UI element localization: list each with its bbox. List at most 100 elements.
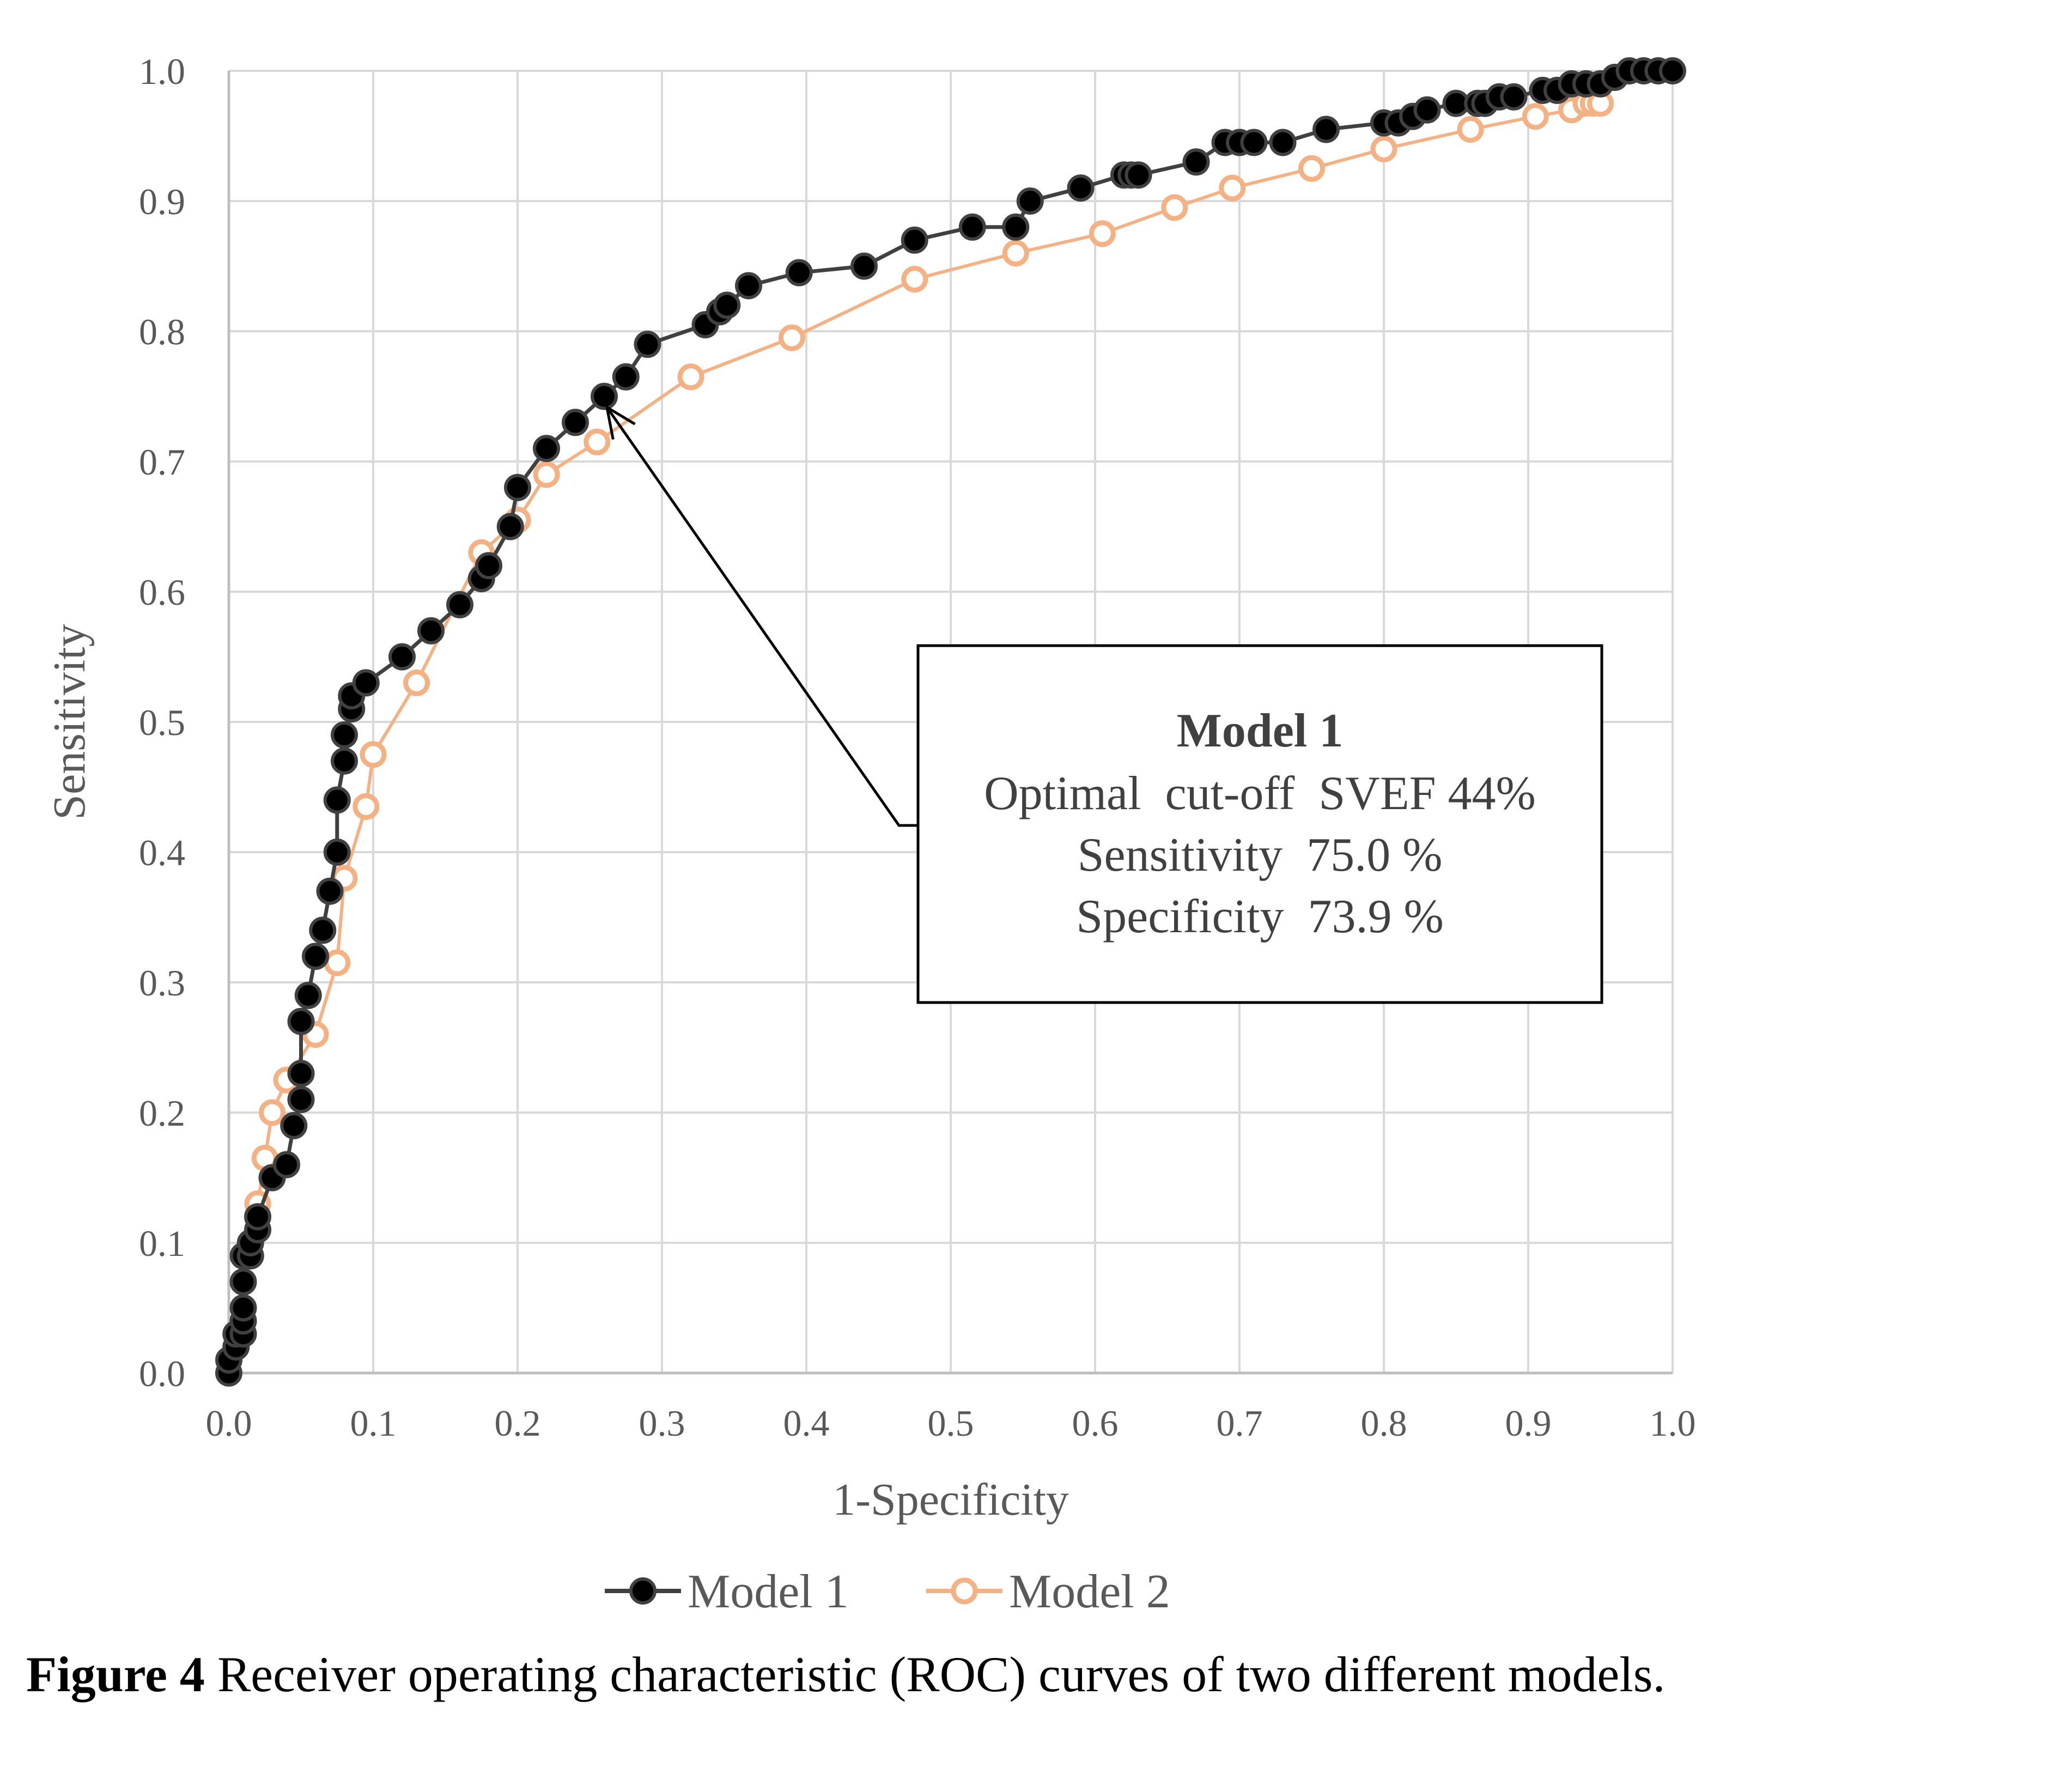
point-model-1 — [323, 839, 351, 866]
point-model-1 — [504, 473, 531, 501]
y-tick-labels: 0.0 0.1 0.2 0.3 0.4 0.5 0.6 0.7 0.8 0.9 1.0 — [139, 51, 185, 1394]
x-tick-label: 0.6 — [1072, 1402, 1119, 1444]
point-model-1 — [1240, 129, 1268, 156]
point-model-1 — [244, 1203, 271, 1231]
x-tick-label: 0.0 — [206, 1402, 252, 1444]
point-model-2 — [901, 265, 928, 293]
series-layer — [215, 57, 1686, 1387]
figure-caption-label: Figure 4 — [26, 1647, 205, 1702]
point-model-2 — [677, 363, 704, 391]
x-tick-label: 0.7 — [1217, 1402, 1263, 1444]
x-tick-label: 0.4 — [783, 1402, 830, 1444]
annotation-line-sensitivity: Sensitivity 75.0 % — [1078, 829, 1443, 882]
point-model-1 — [591, 382, 618, 410]
figure-caption-text: Receiver operating characteristic (ROC) … — [204, 1647, 1666, 1702]
point-model-2 — [353, 793, 380, 820]
point-model-1 — [1269, 129, 1297, 156]
legend-item-model-1: Model 1 — [605, 1565, 849, 1618]
annotation-line-cutoff: Optimal cut-off SVEF 44% — [984, 767, 1536, 820]
point-model-1 — [785, 259, 813, 287]
annotation-box — [916, 644, 1603, 1004]
point-model-2 — [1370, 135, 1397, 162]
point-model-1 — [294, 981, 322, 1009]
point-model-2 — [1522, 103, 1549, 130]
x-tick-label: 0.8 — [1361, 1402, 1407, 1444]
point-model-2 — [324, 949, 351, 976]
point-model-1 — [1413, 96, 1441, 124]
legend-item-model-2: Model 2 — [926, 1565, 1170, 1618]
point-model-2 — [1298, 155, 1325, 182]
x-tick-label: 0.5 — [928, 1402, 974, 1444]
point-model-2 — [1457, 116, 1484, 143]
figure-caption: Figure 4 Receiver operating characterist… — [26, 1645, 1666, 1703]
point-model-1 — [1659, 57, 1686, 84]
y-axis-title: Sensitivity — [44, 624, 95, 819]
legend-marker-model-2 — [951, 1577, 978, 1605]
legend-marker-model-1 — [629, 1577, 657, 1605]
x-tick-label: 1.0 — [1650, 1402, 1696, 1444]
point-model-1 — [446, 591, 473, 618]
y-tick-label: 0.7 — [139, 441, 185, 483]
point-model-1 — [958, 213, 986, 241]
point-model-1 — [287, 1086, 315, 1114]
point-model-1 — [496, 513, 524, 540]
point-model-1 — [331, 747, 358, 775]
y-tick-label: 0.8 — [139, 311, 185, 353]
point-model-1 — [475, 552, 502, 580]
legend-label-model-2: Model 2 — [1009, 1565, 1170, 1618]
point-model-1 — [316, 877, 344, 905]
point-model-1 — [388, 643, 416, 671]
point-model-2 — [779, 324, 805, 351]
point-model-1 — [533, 435, 560, 463]
y-tick-label: 1.0 — [139, 51, 185, 92]
x-tick-label: 0.1 — [350, 1402, 397, 1444]
point-model-1 — [1002, 213, 1030, 241]
x-axis-title: 1-Specificity — [832, 1474, 1069, 1525]
point-model-2 — [1161, 194, 1188, 221]
point-model-2 — [584, 428, 611, 455]
point-model-1 — [1067, 174, 1095, 202]
legend-label-model-1: Model 1 — [688, 1565, 849, 1618]
point-model-1 — [735, 272, 762, 300]
point-model-2 — [259, 1099, 285, 1126]
point-model-1 — [1500, 83, 1528, 111]
point-model-2 — [1002, 240, 1029, 267]
point-model-1 — [229, 1268, 257, 1296]
y-tick-label: 0.3 — [139, 962, 185, 1004]
point-model-1 — [850, 252, 878, 280]
x-tick-label: 0.9 — [1505, 1402, 1552, 1444]
point-model-1 — [1312, 116, 1340, 143]
y-tick-label: 0.6 — [139, 572, 185, 613]
annotation: Model 1 Optimal cut-off SVEF 44% Sensiti… — [605, 404, 1603, 1004]
y-tick-label: 0.4 — [139, 832, 185, 873]
point-model-1 — [273, 1151, 300, 1179]
point-model-1 — [562, 409, 589, 436]
legend: Model 1 Model 2 — [605, 1565, 1170, 1618]
point-model-1 — [323, 786, 351, 814]
point-model-1 — [287, 1007, 315, 1035]
annotation-arrowhead — [605, 404, 636, 440]
point-model-1 — [302, 943, 329, 970]
point-model-1 — [1182, 148, 1210, 176]
point-model-2 — [533, 461, 560, 488]
series-model-1 — [215, 57, 1686, 1387]
y-tick-label: 0.0 — [139, 1353, 185, 1394]
point-model-1 — [352, 669, 380, 697]
point-model-1 — [1125, 161, 1152, 189]
y-tick-label: 0.2 — [139, 1092, 185, 1134]
x-tick-label: 0.3 — [639, 1402, 685, 1444]
point-model-1 — [280, 1111, 308, 1139]
axes — [227, 71, 1673, 1375]
point-model-1 — [309, 916, 337, 944]
x-tick-label: 0.2 — [495, 1402, 541, 1444]
x-tick-labels: 0.0 0.1 0.2 0.3 0.4 0.5 0.6 0.7 0.8 0.9 1.0 — [206, 1402, 1696, 1444]
point-model-1 — [331, 721, 358, 749]
point-model-2 — [1089, 220, 1116, 247]
y-tick-label: 0.5 — [139, 702, 185, 743]
y-tick-label: 0.9 — [139, 181, 185, 222]
point-model-1 — [417, 617, 445, 645]
point-model-2 — [360, 741, 387, 768]
annotation-arrow — [605, 406, 918, 827]
point-model-1 — [634, 330, 661, 358]
